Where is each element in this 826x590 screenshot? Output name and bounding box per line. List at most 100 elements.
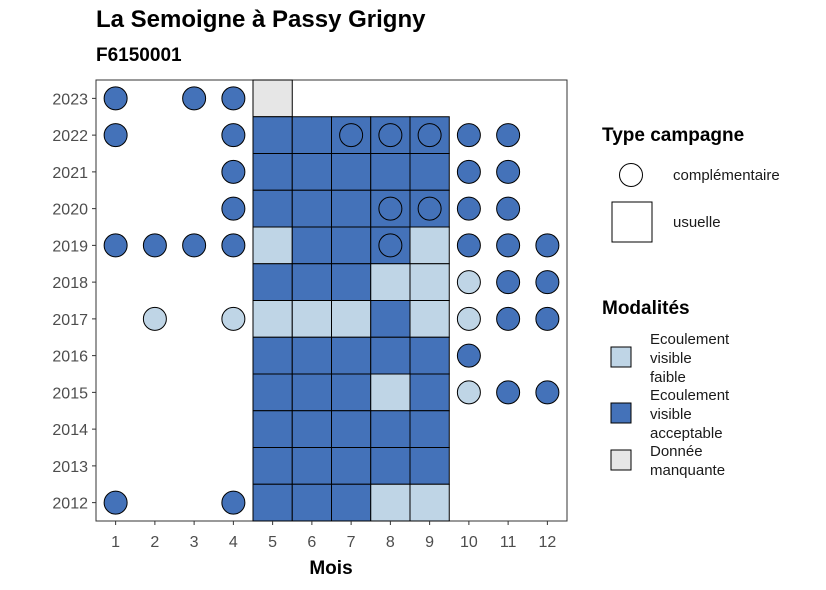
x-tick-label: 4: [229, 534, 238, 551]
usuelle-tile: [409, 483, 450, 522]
usuelle-tile: [409, 263, 450, 301]
y-tick-label: 2016: [52, 349, 88, 366]
legend-label-line: Ecoulement: [650, 331, 730, 348]
complementaire-dot: [456, 159, 481, 184]
y-tick-label: 2017: [52, 312, 88, 329]
complementaire-dot: [496, 123, 521, 148]
legend-type-title: Type campagne: [602, 125, 744, 146]
usuelle-tile: [409, 410, 450, 448]
usuelle-tile: [291, 189, 332, 228]
x-tick-label: 10: [460, 534, 478, 551]
complementaire-dot: [417, 123, 442, 148]
legend-label-complementaire: complémentaire: [673, 167, 780, 184]
complementaire-dot: [496, 306, 521, 331]
usuelle-tile: [252, 300, 293, 338]
y-tick-label: 2022: [52, 128, 88, 145]
usuelle-tile: [291, 483, 332, 522]
usuelle-tile: [370, 263, 411, 301]
complementaire-dot: [496, 196, 521, 221]
usuelle-tile: [252, 153, 293, 191]
complementaire-dot: [221, 233, 246, 258]
usuelle-tile: [252, 410, 293, 448]
usuelle-tile: [331, 263, 372, 301]
y-tick-label: 2023: [52, 91, 88, 108]
complementaire-dot: [456, 123, 481, 148]
complementaire-dot: [378, 123, 403, 148]
usuelle-tile: [370, 410, 411, 448]
usuelle-tile: [291, 226, 332, 265]
axes: 1 2 3 4 5 6 7 8 9 10 11 122012201320142015201620172…: [52, 91, 556, 551]
complementaire-dot: [496, 159, 521, 184]
complementaire-dot: [339, 123, 364, 148]
legend-label-line: Ecoulement: [650, 387, 730, 404]
complementaire-dot: [496, 270, 521, 295]
complementaire-dot: [456, 196, 481, 221]
usuelle-tiles: [252, 79, 450, 522]
complementaire-dot: [456, 343, 481, 368]
x-axis-title: Mois: [309, 558, 352, 579]
usuelle-tile: [252, 447, 293, 485]
usuelle-tile: [252, 226, 293, 265]
complementaire-dot: [182, 86, 207, 111]
usuelle-tile: [370, 483, 411, 522]
x-tick-label: 9: [425, 534, 434, 551]
legend-modalite-label: Ecoulement visible acceptable: [650, 387, 730, 442]
complementaire-dot: [456, 306, 481, 331]
y-tick-label: 2021: [52, 165, 88, 182]
x-tick-label: 2: [150, 534, 159, 551]
complementaire-dot: [182, 233, 207, 258]
legend-modalites-title: Modalités: [602, 298, 690, 319]
legend-label-line: acceptable: [650, 425, 723, 442]
legend-label-line: visible: [650, 350, 692, 367]
x-tick-label: 1: [111, 534, 120, 551]
legend-modalites: Modalités Ecoulement visible faibleEcoulem…: [602, 298, 730, 479]
usuelle-tile: [331, 410, 372, 448]
legend-square-key: [611, 201, 653, 243]
usuelle-tile: [252, 116, 293, 154]
legend-label-usuelle: usuelle: [673, 214, 721, 231]
y-tick-label: 2012: [52, 496, 88, 513]
complementaire-dot: [103, 86, 128, 111]
complementaire-dot: [535, 270, 560, 295]
usuelle-tile: [370, 447, 411, 485]
complementaire-dot: [378, 196, 403, 221]
complementaire-dot: [535, 306, 560, 331]
complementaire-dot: [496, 233, 521, 258]
complementaire-dot: [221, 86, 246, 111]
usuelle-tile: [252, 336, 293, 375]
usuelle-tile: [291, 447, 332, 485]
legend-label-line: visible: [650, 406, 692, 423]
x-tick-label: 8: [386, 534, 395, 551]
usuelle-tile: [370, 300, 411, 338]
usuelle-tile: [252, 79, 293, 118]
y-tick-label: 2015: [52, 385, 88, 402]
usuelle-tile: [409, 447, 450, 485]
legend-key-2: [610, 402, 632, 424]
legend-label-line: Donnée: [650, 443, 703, 460]
y-tick-label: 2013: [52, 459, 88, 476]
complementaire-dot: [535, 233, 560, 258]
complementaire-dot: [221, 490, 246, 515]
usuelle-tile: [370, 153, 411, 191]
complementaire-dots: [103, 86, 560, 515]
usuelle-tile: [291, 373, 332, 412]
complementaire-dot: [456, 270, 481, 295]
chart-subtitle: F6150001: [96, 45, 182, 66]
usuelle-tile: [252, 483, 293, 522]
complementaire-dot: [496, 380, 521, 405]
complementaire-dot: [221, 159, 246, 184]
y-tick-label: 2014: [52, 422, 88, 439]
usuelle-tile: [331, 226, 372, 265]
usuelle-tile: [409, 300, 450, 338]
complementaire-dot: [378, 233, 403, 258]
y-tick-label: 2018: [52, 275, 88, 292]
legend-modalite-label: Ecoulement visible faible: [650, 331, 730, 386]
x-tick-label: 7: [347, 534, 356, 551]
usuelle-tile: [291, 153, 332, 191]
complementaire-dot: [456, 380, 481, 405]
usuelle-tile: [370, 336, 411, 375]
y-tick-label: 2019: [52, 238, 88, 255]
complementaire-dot: [221, 123, 246, 148]
y-tick-label: 2020: [52, 202, 88, 219]
